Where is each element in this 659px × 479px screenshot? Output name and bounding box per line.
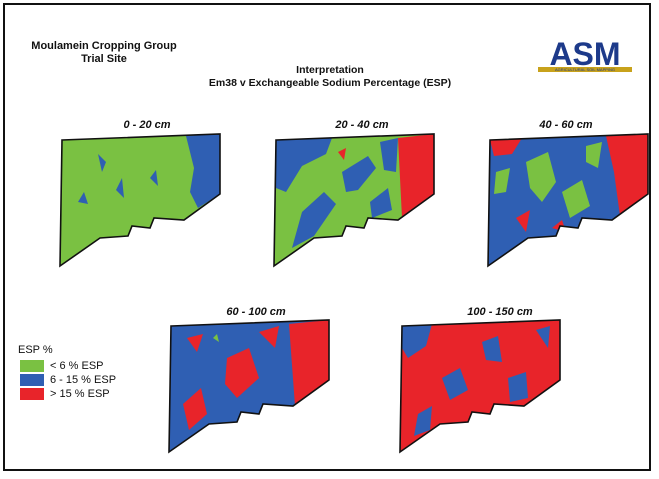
- map-zone: [183, 388, 207, 430]
- map-zone: [289, 320, 329, 406]
- main-title-line2: Em38 v Exchangeable Sodium Percentage (E…: [208, 77, 452, 89]
- legend-item-low: < 6 % ESP: [18, 359, 116, 373]
- panel-label-20-40: 20 - 40 cm: [335, 119, 389, 131]
- map-zone: [116, 178, 124, 198]
- group-title-line1: Moulamein Cropping Group: [31, 40, 177, 52]
- esp-map-60-100: [168, 319, 330, 454]
- map-zone: [402, 324, 432, 358]
- logo-text: ASM: [549, 37, 620, 72]
- legend-item-mid: 6 - 15 % ESP: [18, 373, 116, 387]
- map-zone: [276, 138, 332, 192]
- map-zone: [186, 134, 220, 208]
- esp-map-100-150: [399, 319, 561, 454]
- legend: ESP % < 6 % ESP 6 - 15 % ESP > 15 % ESP: [18, 344, 116, 401]
- map-fill: [488, 134, 648, 266]
- main-title: Interpretation Em38 v Exchangeable Sodiu…: [170, 64, 490, 90]
- map-zone: [292, 192, 336, 248]
- panel-label-60-100: 60 - 100 cm: [226, 306, 286, 318]
- map-fill: [60, 134, 220, 266]
- esp-map-20-40: [273, 133, 435, 268]
- field-boundary: [487, 133, 649, 268]
- asm-logo: ASM AGRICULTURAL SOIL MAPPING: [538, 37, 632, 72]
- map-fill: [169, 320, 329, 452]
- map-base-zone: [400, 320, 560, 452]
- legend-swatch-high: [20, 388, 44, 400]
- map-zone: [442, 368, 468, 400]
- map-zone: [78, 192, 88, 204]
- field-boundary: [399, 319, 561, 454]
- map-zone: [398, 134, 434, 218]
- legend-label-high: > 15 % ESP: [50, 388, 110, 400]
- map-zone: [259, 326, 279, 348]
- map-zone: [370, 188, 392, 218]
- map-zone: [536, 326, 550, 348]
- group-title-line2: Trial Site: [81, 53, 127, 65]
- main-title-line1: Interpretation: [296, 64, 364, 76]
- map-zone: [606, 134, 648, 216]
- map-fill: [400, 320, 560, 452]
- map-zone: [490, 138, 522, 156]
- logo-bar: [538, 67, 632, 72]
- field-boundary: [168, 319, 330, 454]
- legend-label-mid: 6 - 15 % ESP: [50, 374, 117, 386]
- legend-swatch-low: [20, 360, 44, 372]
- esp-map-40-60: [487, 133, 649, 268]
- legend-swatch-mid: [20, 374, 44, 386]
- panel-label-40-60: 40 - 60 cm: [539, 119, 593, 131]
- logo-subtext: AGRICULTURAL SOIL MAPPING: [555, 67, 615, 72]
- legend-label-low: < 6 % ESP: [50, 360, 104, 372]
- map-zone: [342, 156, 376, 192]
- field-boundary: [59, 133, 221, 268]
- map-zone: [508, 372, 528, 402]
- map-zone: [562, 180, 590, 218]
- map-zone: [98, 154, 106, 172]
- map-zone: [338, 148, 346, 160]
- map-zone: [414, 406, 432, 436]
- map-zone: [150, 170, 158, 186]
- map-zone: [482, 336, 502, 362]
- map-zone: [225, 348, 259, 398]
- legend-title: ESP %: [18, 344, 53, 356]
- map-zone: [494, 168, 510, 194]
- panel-label-100-150: 100 - 150 cm: [467, 306, 533, 318]
- map-base-zone: [60, 134, 220, 266]
- group-title: Moulamein Cropping Group Trial Site: [24, 40, 184, 66]
- panel-label-0-20: 0 - 20 cm: [123, 119, 171, 131]
- map-zone: [187, 334, 203, 352]
- map-zone: [516, 210, 530, 232]
- map-fill: [274, 134, 434, 266]
- field-boundary: [273, 133, 435, 268]
- legend-item-high: > 15 % ESP: [18, 387, 116, 401]
- map-zone: [380, 138, 398, 172]
- map-zone: [526, 152, 556, 202]
- esp-map-0-20: [59, 133, 221, 268]
- map-zone: [586, 142, 602, 168]
- map-zone: [213, 334, 219, 342]
